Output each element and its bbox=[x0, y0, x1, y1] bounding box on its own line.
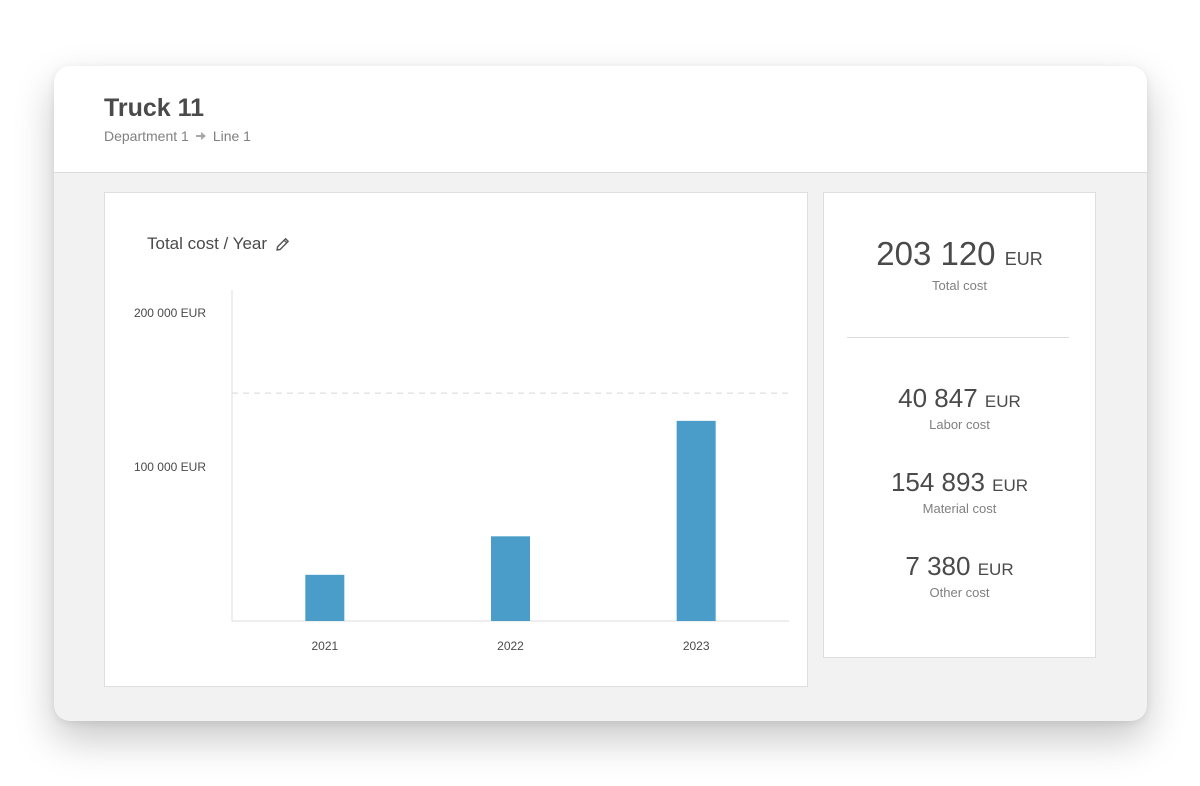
bar-2022[interactable] bbox=[491, 536, 530, 621]
y-tick-label: 200 000 EUR bbox=[134, 306, 206, 320]
total-cost-unit: EUR bbox=[1004, 249, 1043, 269]
breadcrumb: Department 1 Line 1 bbox=[104, 128, 251, 144]
chart-card: Total cost / Year 100 000 EUR 200 000 EUR… bbox=[104, 192, 808, 687]
app-window: Truck 11 Department 1 Line 1 Total cost … bbox=[54, 66, 1147, 721]
other-cost-unit: EUR bbox=[977, 560, 1014, 579]
pencil-icon[interactable] bbox=[274, 236, 291, 253]
labor-cost-unit: EUR bbox=[984, 392, 1021, 411]
arrow-right-icon bbox=[195, 131, 207, 141]
labor-cost-value: 40 847 bbox=[898, 383, 978, 413]
other-cost-label: Other cost bbox=[929, 585, 990, 600]
other-cost-value: 7 380 bbox=[905, 551, 971, 581]
total-cost-value: 203 120 bbox=[876, 235, 996, 272]
total-cost-label: Total cost bbox=[932, 278, 987, 293]
x-tick-label: 2021 bbox=[311, 639, 338, 653]
material-cost-stat: 154 893 EUR Material cost bbox=[824, 469, 1095, 516]
x-tick-label: 2023 bbox=[683, 639, 710, 653]
labor-cost-stat: 40 847 EUR Labor cost bbox=[824, 385, 1095, 432]
total-cost-stat: 203 120 EUR Total cost bbox=[824, 237, 1095, 293]
chart-title-row: Total cost / Year bbox=[147, 234, 291, 254]
material-cost-unit: EUR bbox=[992, 476, 1029, 495]
page-title: Truck 11 bbox=[104, 94, 205, 122]
labor-cost-label: Labor cost bbox=[929, 417, 990, 432]
breadcrumb-item-department[interactable]: Department 1 bbox=[104, 128, 189, 144]
breadcrumb-item-line[interactable]: Line 1 bbox=[212, 128, 251, 144]
other-cost-stat: 7 380 EUR Other cost bbox=[824, 553, 1095, 600]
chart-title: Total cost / Year bbox=[147, 234, 268, 253]
bar-2021[interactable] bbox=[305, 574, 345, 621]
cost-summary-card: 203 120 EUR Total cost 40 847 EUR Labor … bbox=[823, 192, 1096, 658]
x-tick-label: 2022 bbox=[497, 639, 524, 653]
page-header: Truck 11 Department 1 Line 1 bbox=[54, 66, 1147, 173]
summary-divider bbox=[847, 337, 1069, 338]
bar-chart: 100 000 EUR 200 000 EUR 2021 2022 2023 bbox=[134, 290, 789, 653]
bar-2023[interactable] bbox=[676, 420, 716, 621]
material-cost-label: Material cost bbox=[922, 501, 997, 516]
material-cost-value: 154 893 bbox=[890, 467, 985, 497]
y-tick-label: 100 000 EUR bbox=[134, 460, 206, 474]
